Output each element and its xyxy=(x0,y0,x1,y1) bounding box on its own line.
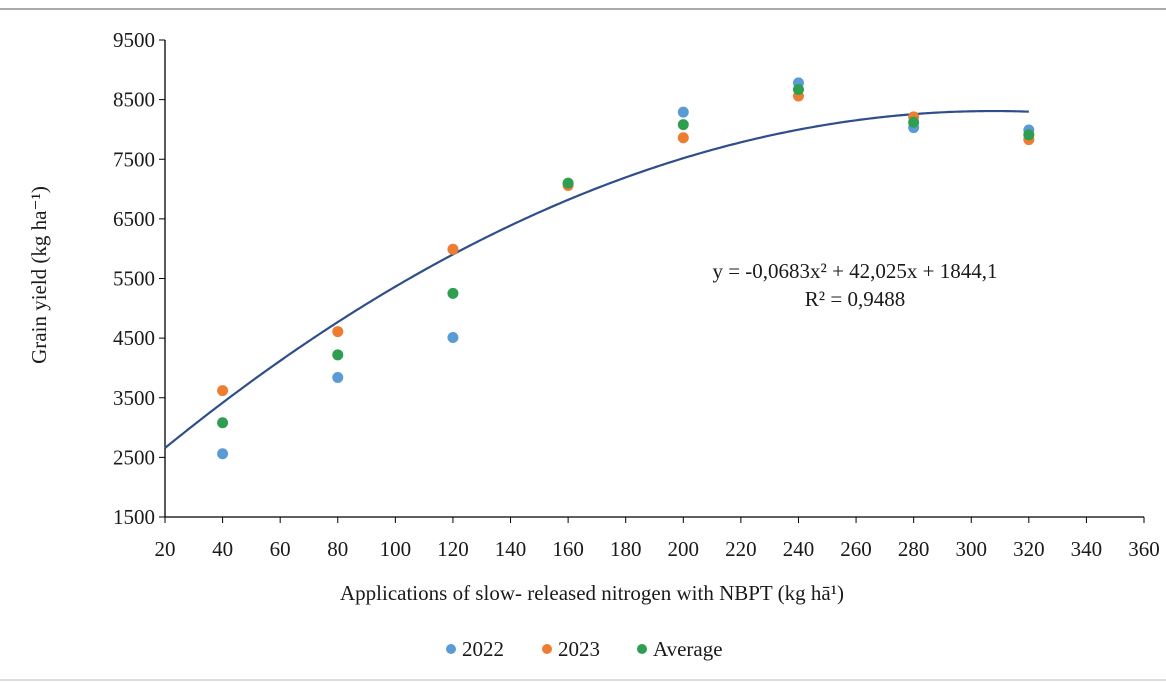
point-2022 xyxy=(447,332,459,344)
x-tick-label: 240 xyxy=(783,537,815,561)
x-tick-label: 100 xyxy=(380,537,412,561)
point-average xyxy=(677,119,689,131)
legend-label-2022: 2022 xyxy=(462,637,504,661)
x-tick-label: 260 xyxy=(840,537,872,561)
point-average xyxy=(562,177,574,189)
x-tick-label: 280 xyxy=(898,537,930,561)
point-average xyxy=(792,83,804,95)
x-tick-label: 360 xyxy=(1128,537,1160,561)
point-average xyxy=(908,116,920,128)
x-tick-label: 200 xyxy=(668,537,700,561)
y-tick-label: 2500 xyxy=(113,445,155,469)
x-tick-label: 120 xyxy=(437,537,469,561)
plot-area: 1500 2500 3500 4500 5500 6500 7500 8500 9500 20 40… xyxy=(113,28,1160,561)
y-tick-label: 3500 xyxy=(113,386,155,410)
x-tick-label: 300 xyxy=(955,537,987,561)
y-axis-title: Grain yield (kg ha⁻¹) xyxy=(27,186,51,364)
x-tick-label: 220 xyxy=(725,537,757,561)
point-2023 xyxy=(677,132,689,144)
y-tick-label: 4500 xyxy=(113,326,155,350)
x-tick-label: 320 xyxy=(1013,537,1045,561)
point-average xyxy=(1023,129,1035,141)
x-tick-label: 20 xyxy=(155,537,176,561)
legend-marker-2023 xyxy=(542,644,552,654)
point-2023 xyxy=(332,326,344,338)
y-tick-label: 6500 xyxy=(113,207,155,231)
y-tick-label: 5500 xyxy=(113,267,155,291)
point-2023 xyxy=(447,243,459,255)
point-average xyxy=(332,349,344,361)
legend-marker-average xyxy=(637,644,647,654)
x-tick-label: 80 xyxy=(327,537,348,561)
x-tick-label: 60 xyxy=(270,537,291,561)
x-axis-title: Applications of slow- released nitrogen … xyxy=(340,581,844,605)
point-2022 xyxy=(332,371,344,383)
point-average xyxy=(447,287,459,299)
trendline-curve xyxy=(164,109,1029,449)
y-tick-label: 1500 xyxy=(113,505,155,529)
legend-marker-2022 xyxy=(446,644,456,654)
point-2023 xyxy=(217,385,229,397)
x-tick-label: 340 xyxy=(1071,537,1103,561)
legend: 2022 2023 Average xyxy=(446,637,723,661)
point-2022 xyxy=(217,448,229,460)
legend-label-2023: 2023 xyxy=(558,637,600,661)
trendline-r2: R² = 0,9488 xyxy=(805,287,905,311)
y-tick-label: 8500 xyxy=(113,88,155,112)
x-tick-label: 40 xyxy=(212,537,233,561)
trendline-equation: y = -0,0683x² + 42,025x + 1844,1 xyxy=(712,259,997,283)
point-average xyxy=(217,417,229,429)
x-tick-label: 140 xyxy=(495,537,527,561)
x-tick-label: 180 xyxy=(610,537,642,561)
legend-label-average: Average xyxy=(653,637,723,661)
y-tick-label: 7500 xyxy=(113,147,155,171)
y-tick-label: 9500 xyxy=(113,28,155,52)
x-tick-label: 160 xyxy=(552,537,584,561)
point-2022 xyxy=(677,106,689,118)
